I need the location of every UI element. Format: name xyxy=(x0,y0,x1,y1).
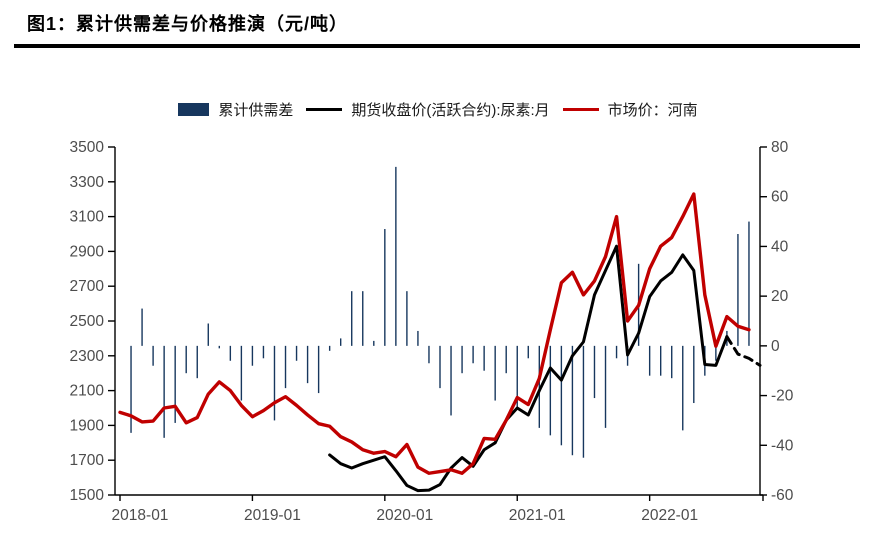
svg-text:2500: 2500 xyxy=(70,313,105,330)
svg-text:2018-01: 2018-01 xyxy=(112,507,169,524)
svg-text:2300: 2300 xyxy=(70,348,105,365)
legend-label: 市场价：河南 xyxy=(607,102,698,119)
bar-swatch-icon xyxy=(178,103,210,116)
chart-legend: 累计供需差 期货收盘价(活跃合约):尿素:月 市场价：河南 xyxy=(0,99,876,120)
svg-text:1700: 1700 xyxy=(70,452,105,469)
svg-text:2100: 2100 xyxy=(70,383,105,400)
legend-label: 累计供需差 xyxy=(218,102,294,119)
svg-text:1900: 1900 xyxy=(70,417,105,434)
svg-text:40: 40 xyxy=(771,238,789,255)
svg-text:0: 0 xyxy=(771,338,780,355)
title-underline xyxy=(14,44,860,48)
svg-text:60: 60 xyxy=(771,189,789,206)
red-line-swatch-icon xyxy=(562,108,599,111)
svg-text:-20: -20 xyxy=(771,388,794,405)
figure-title: 图1：累计供需差与价格推演（元/吨） xyxy=(27,14,349,34)
black-line-swatch-icon xyxy=(306,108,343,111)
legend-label: 期货收盘价(活跃合约):尿素:月 xyxy=(351,102,550,119)
svg-text:80: 80 xyxy=(771,139,789,156)
legend-item-futures-close: 期货收盘价(活跃合约):尿素:月 xyxy=(306,99,550,120)
svg-text:1500: 1500 xyxy=(70,487,105,504)
legend-item-supply-demand-gap: 累计供需差 xyxy=(178,99,293,120)
svg-text:3100: 3100 xyxy=(70,209,105,226)
svg-text:-40: -40 xyxy=(771,437,794,454)
svg-text:2022-01: 2022-01 xyxy=(641,507,698,524)
svg-text:2900: 2900 xyxy=(70,243,105,260)
svg-text:-60: -60 xyxy=(771,487,794,504)
svg-text:2019-01: 2019-01 xyxy=(244,507,301,524)
svg-text:2021-01: 2021-01 xyxy=(509,507,566,524)
svg-text:3500: 3500 xyxy=(70,139,105,156)
svg-text:20: 20 xyxy=(771,288,789,305)
svg-text:3300: 3300 xyxy=(70,174,105,191)
svg-text:2020-01: 2020-01 xyxy=(376,507,433,524)
svg-text:2700: 2700 xyxy=(70,278,105,295)
legend-item-market-price-henan: 市场价：河南 xyxy=(562,99,698,120)
